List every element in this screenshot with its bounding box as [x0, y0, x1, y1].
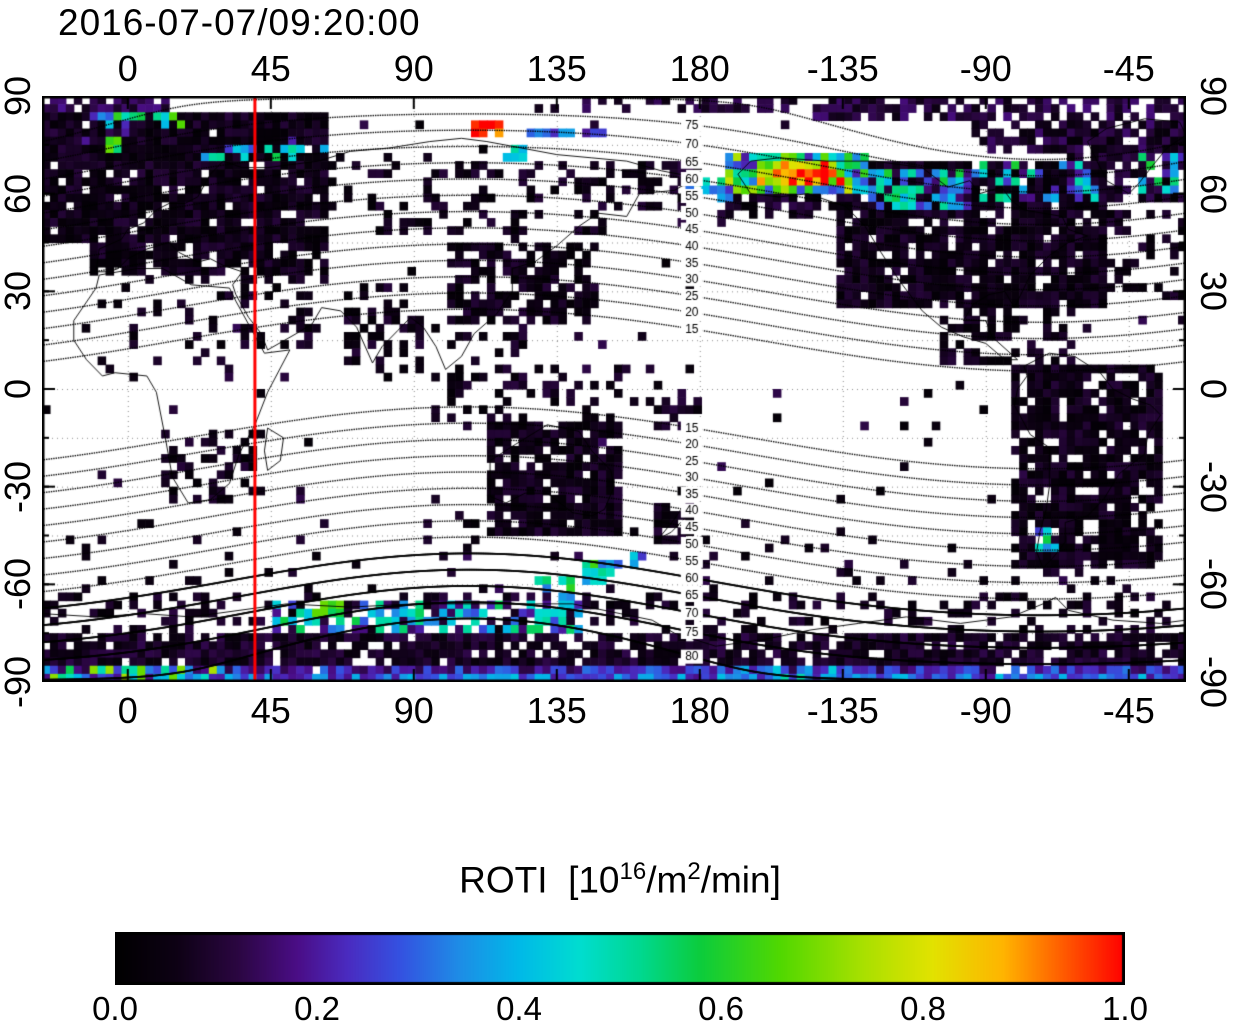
- lon-tick-label-top: -90: [959, 48, 1012, 89]
- colorbar-tick-label: 0.8: [900, 990, 946, 1024]
- lon-tick-label-top: 45: [250, 48, 291, 89]
- lon-tick-label-bottom: 180: [669, 690, 730, 731]
- lon-tick-label-bottom: 0: [117, 690, 138, 731]
- lon-tick-label-top: -135: [806, 48, 879, 89]
- lat-tick-label-right: 60: [1193, 173, 1234, 214]
- lon-tick-label-bottom: 135: [526, 690, 587, 731]
- colorbar-title-prefix: ROTI [10: [459, 859, 620, 901]
- lat-tick-label-right: -60: [1193, 558, 1234, 611]
- colorbar-title-mid: /m: [646, 859, 688, 901]
- colorbar-title-suffix: /min]: [700, 859, 781, 901]
- lon-tick-label-top: 90: [393, 48, 434, 89]
- lon-tick-label-top: 180: [669, 48, 730, 89]
- lon-tick-label-bottom: -135: [806, 690, 879, 731]
- colorbar-tick-label: 1.0: [1102, 990, 1148, 1024]
- colorbar-title: ROTI [1016/m2/min]: [0, 858, 1240, 901]
- colorbar-gradient: [115, 932, 1125, 985]
- colorbar-tick-label: 0.2: [294, 990, 340, 1024]
- lat-tick-label-left: 60: [0, 173, 38, 214]
- roti-world-map: [42, 96, 1186, 682]
- lat-tick-label-left: -90: [0, 655, 38, 709]
- lon-tick-label-top: 0: [117, 48, 138, 89]
- lon-tick-label-top: -45: [1102, 48, 1155, 89]
- lat-tick-label-right: -30: [1193, 460, 1234, 513]
- lat-tick-label-left: -30: [0, 460, 38, 513]
- lat-tick-label-left: 0: [0, 378, 38, 400]
- colorbar-tick-label: 0.6: [698, 990, 744, 1024]
- colorbar-tick-label: 0.4: [496, 990, 542, 1024]
- lat-tick-label-left: 90: [0, 75, 38, 117]
- lon-tick-label-bottom: 45: [250, 690, 291, 731]
- lat-tick-label-right: 30: [1193, 271, 1234, 312]
- colorbar-tick-label: 0.0: [92, 990, 138, 1024]
- lat-tick-label-right: -90: [1193, 655, 1234, 709]
- colorbar-title-exp-2: 2: [687, 858, 701, 885]
- lat-tick-label-right: 0: [1193, 378, 1234, 400]
- lon-tick-label-bottom: 90: [393, 690, 434, 731]
- lat-tick-label-left: -60: [0, 558, 38, 611]
- lon-tick-label-bottom: -90: [959, 690, 1012, 731]
- timestamp-title: 2016-07-07/09:20:00: [58, 2, 421, 43]
- lat-tick-label-right: 90: [1193, 75, 1234, 117]
- lat-tick-label-left: 30: [0, 271, 38, 312]
- lon-tick-label-top: 135: [526, 48, 587, 89]
- lon-tick-label-bottom: -45: [1102, 690, 1155, 731]
- colorbar-title-exp-16: 16: [619, 858, 647, 885]
